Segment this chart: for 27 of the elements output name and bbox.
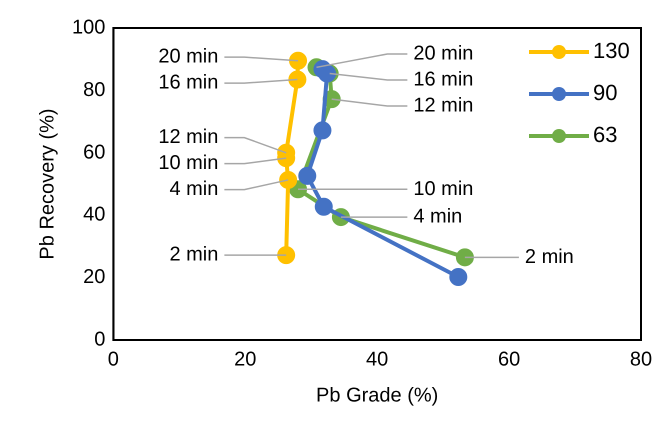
y-tick-label: 40 bbox=[83, 204, 106, 226]
annotation: 12 min bbox=[413, 94, 474, 117]
annotation: 10 min bbox=[413, 178, 474, 200]
annotation: 20 min bbox=[158, 46, 218, 68]
y-tick-label: 20 bbox=[83, 266, 106, 288]
legend-label: 90 bbox=[593, 80, 618, 106]
x-tick-label: 20 bbox=[234, 348, 256, 371]
y-tick-label: 0 bbox=[94, 328, 106, 351]
x-tick-label: 80 bbox=[630, 348, 652, 371]
x-axis-title: Pb Grade (%) bbox=[316, 384, 438, 407]
y-tick-label: 100 bbox=[72, 16, 106, 39]
x-tick-label: 40 bbox=[366, 348, 388, 371]
annotation: 12 min bbox=[158, 126, 218, 148]
annotation: 2 min bbox=[169, 244, 218, 266]
annotation: 16 min bbox=[413, 68, 474, 91]
annotation: 10 min bbox=[158, 152, 218, 174]
annotation: 20 min bbox=[413, 42, 474, 65]
y-tick-label: 60 bbox=[83, 141, 106, 164]
legend-label: 63 bbox=[593, 122, 618, 148]
x-tick-label: 60 bbox=[498, 348, 520, 371]
annotation: 2 min bbox=[524, 246, 574, 268]
annotation: 16 min bbox=[158, 72, 218, 94]
annotation: 4 min bbox=[169, 178, 218, 200]
annotation: 4 min bbox=[413, 206, 462, 228]
legend-label: 130 bbox=[593, 38, 630, 64]
y-axis-title: Pb Recovery (%) bbox=[36, 108, 59, 260]
y-tick-label: 80 bbox=[83, 78, 106, 101]
